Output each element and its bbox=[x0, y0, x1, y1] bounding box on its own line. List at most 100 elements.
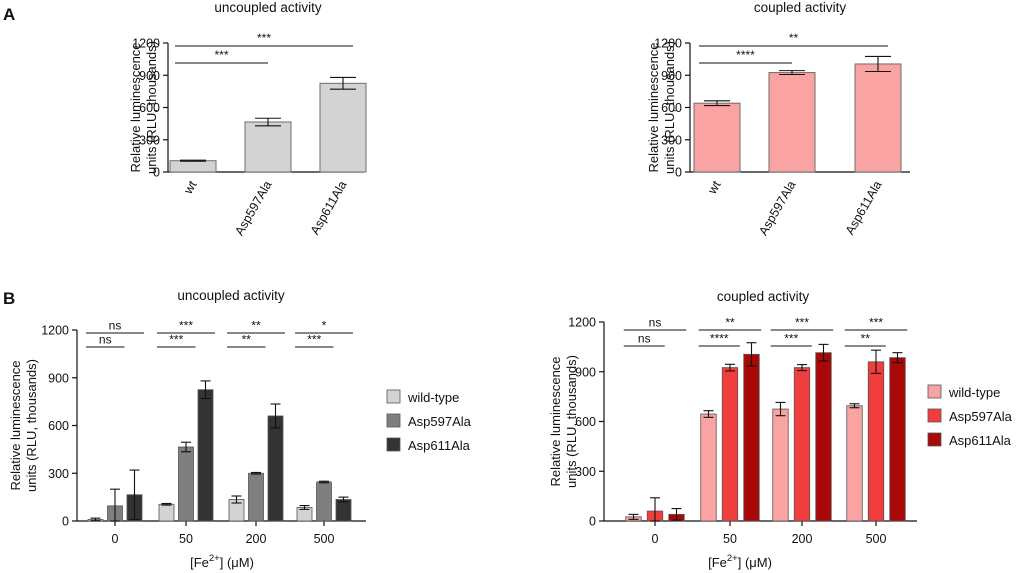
y-axis-label-line: Relative luminescence bbox=[128, 42, 143, 172]
y-tick-label: 600 bbox=[575, 415, 596, 429]
y-tick-label: 300 bbox=[661, 133, 682, 147]
a_coupled-chart: 0 300 600 900 1200 coupled activity Relative l… bbox=[646, 0, 910, 238]
legend: wild-type Asp597Ala Asp611Ala bbox=[927, 384, 1013, 448]
bar-asp597ala bbox=[793, 367, 811, 522]
y-tick-label: 0 bbox=[675, 166, 682, 180]
bar-asp611ala bbox=[267, 415, 284, 522]
y-tick-label: 0 bbox=[62, 515, 69, 529]
legend-swatch bbox=[927, 432, 942, 447]
y-tick-label: 900 bbox=[139, 69, 160, 83]
y-tick-label: 600 bbox=[48, 419, 69, 433]
y-tick-label: 0 bbox=[153, 166, 160, 180]
y-axis-label: Relative luminescenceunits (RLU, thousan… bbox=[8, 359, 39, 492]
legend-label: Asp611Ala bbox=[949, 433, 1012, 448]
bar-asp597ala bbox=[768, 72, 816, 173]
bar-wild-type bbox=[772, 408, 789, 522]
x-axis-label-superscript: 2+ bbox=[727, 553, 738, 564]
y-axis-label-line: Relative luminescence bbox=[548, 356, 563, 486]
significance-label: ns bbox=[99, 333, 112, 347]
chart-title: uncoupled activity bbox=[177, 288, 285, 303]
x-tick-label: 0 bbox=[112, 532, 119, 546]
significance-label: ns bbox=[638, 332, 651, 346]
x-tick-label: 50 bbox=[723, 532, 737, 546]
x-tick-label: 0 bbox=[652, 532, 659, 546]
bar-wild-type bbox=[158, 503, 175, 522]
y-axis-label: Relative luminescenceunits (RLU, thousan… bbox=[128, 41, 159, 174]
significance-label: *** bbox=[169, 333, 183, 347]
panel-letter-b: B bbox=[3, 289, 15, 308]
legend-label: wild-type bbox=[407, 390, 459, 405]
x-category-label: Asp611Ala bbox=[843, 178, 885, 237]
b_coupled-chart: 0 300 600 900 1200 coupled activity Relative l… bbox=[548, 289, 1013, 570]
significance-label: *** bbox=[307, 333, 321, 347]
y-tick-label: 1200 bbox=[132, 37, 160, 51]
significance-label: **** bbox=[736, 48, 755, 62]
y-axis-label-line: Relative luminescence bbox=[8, 360, 23, 490]
y-tick-label: 600 bbox=[661, 101, 682, 115]
x-category-label: wt bbox=[181, 178, 200, 197]
x-tick-label: 500 bbox=[314, 532, 335, 546]
x-axis-label-part: [Fe bbox=[708, 555, 727, 570]
bar-asp597ala bbox=[248, 472, 264, 522]
legend-swatch bbox=[386, 437, 401, 452]
legend-swatch bbox=[386, 389, 401, 404]
legend: wild-type Asp597Ala Asp611Ala bbox=[386, 389, 472, 453]
y-axis-label: Relative luminescenceunits (RLU, thousan… bbox=[548, 355, 579, 488]
bar-wt bbox=[693, 102, 741, 173]
x-tick-label: 200 bbox=[792, 532, 813, 546]
bar-asp597ala bbox=[316, 481, 332, 522]
x-axis-label-part: [Fe bbox=[190, 555, 209, 570]
x-category-label: Asp611Ala bbox=[308, 178, 350, 237]
bar-asp597ala bbox=[721, 367, 739, 522]
y-tick-label: 900 bbox=[48, 371, 69, 385]
legend-swatch bbox=[927, 384, 942, 399]
bar-asp611ala bbox=[335, 499, 352, 522]
significance-label: *** bbox=[257, 31, 271, 45]
y-tick-label: 600 bbox=[139, 101, 160, 115]
y-tick-label: 300 bbox=[48, 467, 69, 481]
bar-asp611ala bbox=[815, 352, 832, 522]
bar-asp611ala bbox=[197, 389, 214, 522]
a_uncoupled-chart: 0 300 600 900 1200 uncoupled activity Relative… bbox=[128, 0, 367, 238]
y-tick-label: 900 bbox=[661, 69, 682, 83]
bar-wild-type bbox=[846, 405, 863, 522]
significance-label: *** bbox=[784, 332, 798, 346]
significance-label: ** bbox=[861, 332, 871, 346]
bar-asp611ala bbox=[743, 353, 760, 522]
significance-label: *** bbox=[795, 316, 809, 330]
y-axis-label-line: Relative luminescence bbox=[646, 42, 661, 172]
bar-asp597ala bbox=[867, 361, 885, 522]
y-axis-label-line: units (RLU, thousands) bbox=[144, 41, 159, 174]
y-axis-label-line: units (RLU, thousands) bbox=[24, 359, 39, 492]
y-tick-label: 0 bbox=[589, 515, 596, 529]
y-tick-label: 1200 bbox=[568, 316, 596, 330]
legend-label: Asp611Ala bbox=[408, 438, 471, 453]
bar-wild-type bbox=[700, 413, 717, 522]
significance-label: ** bbox=[251, 319, 261, 333]
significance-label: **** bbox=[710, 332, 729, 346]
x-axis-label: [Fe2+] (μM) bbox=[708, 553, 772, 570]
x-tick-label: 200 bbox=[246, 532, 267, 546]
significance-label: ** bbox=[789, 31, 799, 45]
x-category-label: Asp597Ala bbox=[232, 178, 274, 237]
significance-label: *** bbox=[214, 48, 228, 62]
x-axis-label-superscript: 2+ bbox=[209, 553, 220, 564]
x-axis-label-part: ] (μM) bbox=[738, 555, 772, 570]
y-axis-label: Relative luminescenceunits (RLU, thousan… bbox=[646, 41, 677, 174]
legend-swatch bbox=[386, 413, 401, 428]
x-category-label: Asp597Ala bbox=[756, 178, 798, 237]
x-axis-label-part: ] (μM) bbox=[220, 555, 254, 570]
x-category-label: wt bbox=[705, 178, 724, 197]
x-tick-label: 500 bbox=[866, 532, 887, 546]
significance-label: ** bbox=[242, 333, 252, 347]
chart-title: coupled activity bbox=[717, 289, 810, 304]
significance-label: * bbox=[322, 319, 327, 333]
significance-label: ns bbox=[109, 319, 122, 333]
legend-swatch bbox=[927, 408, 942, 423]
x-tick-label: 50 bbox=[179, 532, 193, 546]
x-axis-label: [Fe2+] (μM) bbox=[190, 553, 254, 570]
chart-title: uncoupled activity bbox=[214, 0, 322, 15]
chart-title: coupled activity bbox=[754, 0, 847, 15]
bar-asp611ala bbox=[319, 82, 367, 173]
significance-label: ns bbox=[649, 316, 662, 330]
